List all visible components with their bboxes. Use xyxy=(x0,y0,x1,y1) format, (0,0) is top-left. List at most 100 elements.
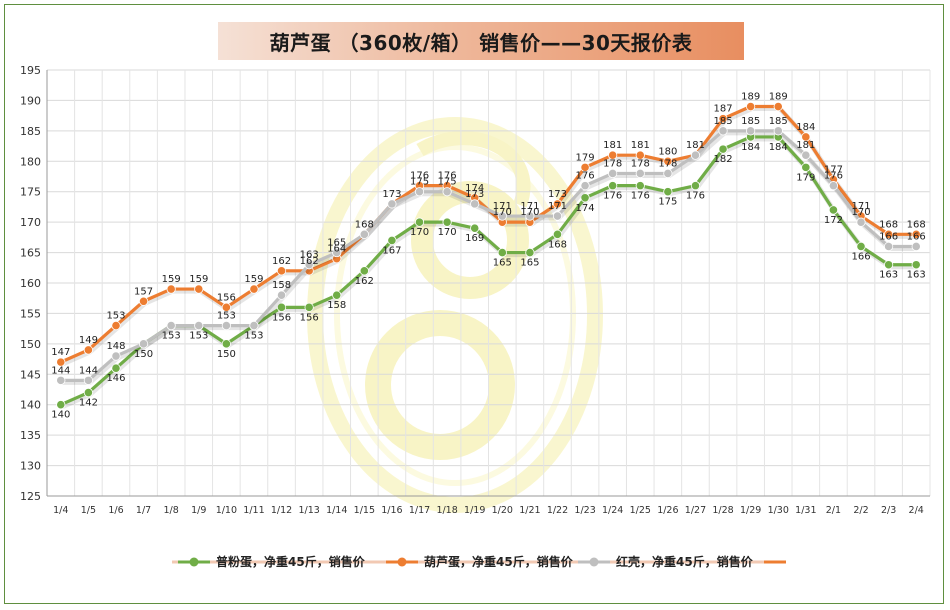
x-tick-label: 2/4 xyxy=(909,505,924,516)
data-label: 184 xyxy=(796,122,815,133)
data-label: 169 xyxy=(465,233,484,244)
y-tick-label: 185 xyxy=(20,125,41,138)
x-tick-label: 1/18 xyxy=(436,505,457,516)
data-label: 144 xyxy=(51,365,70,376)
data-label: 165 xyxy=(327,238,346,249)
chart-title: 葫芦蛋 （360枚/箱） 销售价——30天报价表 xyxy=(218,22,744,60)
data-label: 142 xyxy=(79,398,98,409)
y-tick-label: 180 xyxy=(20,155,41,168)
series-marker xyxy=(276,302,287,312)
legend-swatch-marker xyxy=(189,557,199,567)
series-marker xyxy=(911,241,921,252)
data-label: 157 xyxy=(134,286,153,297)
series-marker xyxy=(221,320,231,331)
series-marker xyxy=(690,150,701,160)
data-label: 162 xyxy=(300,256,319,267)
series-marker xyxy=(801,162,811,172)
series-marker xyxy=(387,199,397,209)
data-label: 174 xyxy=(465,183,484,194)
data-label: 159 xyxy=(189,274,208,285)
series-marker xyxy=(276,266,287,276)
data-label: 181 xyxy=(686,140,705,151)
y-tick-label: 170 xyxy=(20,216,41,229)
data-label: 150 xyxy=(217,349,236,360)
data-label: 166 xyxy=(907,231,926,242)
series-marker xyxy=(470,199,480,209)
data-label: 185 xyxy=(769,116,788,127)
data-label: 180 xyxy=(658,146,677,157)
data-label: 173 xyxy=(382,189,401,200)
data-label: 159 xyxy=(162,274,181,285)
y-tick-label: 165 xyxy=(20,247,41,260)
series-marker xyxy=(580,162,590,172)
series-marker xyxy=(304,302,314,312)
series-marker xyxy=(663,156,673,166)
series-marker xyxy=(746,101,756,112)
series-marker xyxy=(552,229,563,239)
series-marker xyxy=(276,290,287,300)
series-marker xyxy=(304,260,314,270)
series-marker xyxy=(580,181,590,191)
data-label: 170 xyxy=(438,227,457,238)
data-label: 147 xyxy=(51,347,70,358)
series-marker xyxy=(580,193,590,203)
data-label: 146 xyxy=(106,373,125,384)
y-tick-label: 125 xyxy=(20,490,41,503)
series-marker xyxy=(166,284,176,294)
series-marker xyxy=(635,181,645,191)
series-marker xyxy=(83,387,93,398)
data-label: 149 xyxy=(79,335,98,346)
data-label: 171 xyxy=(520,201,539,212)
data-label: 165 xyxy=(520,258,539,269)
data-label: 170 xyxy=(410,227,429,238)
y-tick-label: 175 xyxy=(20,186,41,199)
x-tick-label: 1/12 xyxy=(271,505,292,516)
x-tick-label: 1/25 xyxy=(630,505,651,516)
series-marker xyxy=(359,266,369,276)
series-marker xyxy=(911,260,921,270)
x-tick-label: 1/4 xyxy=(53,505,68,516)
data-label: 176 xyxy=(631,191,650,202)
series-marker xyxy=(801,150,811,160)
data-label: 172 xyxy=(824,215,843,226)
data-label: 185 xyxy=(741,116,760,127)
data-label: 187 xyxy=(714,104,733,115)
series-marker xyxy=(608,150,618,160)
data-label: 170 xyxy=(520,207,539,218)
data-label: 189 xyxy=(769,92,788,103)
data-label: 176 xyxy=(576,171,595,182)
series-marker xyxy=(718,114,728,124)
data-label: 168 xyxy=(879,219,898,230)
series-marker xyxy=(635,168,645,179)
legend: 普粉蛋，净重45斤，销售价 葫芦蛋，净重45斤，销售价 红壳，净重45斤，销售价 xyxy=(172,554,786,569)
series-marker xyxy=(387,235,397,245)
data-label: 184 xyxy=(741,142,760,153)
series-marker xyxy=(663,168,673,179)
data-label: 168 xyxy=(907,219,926,230)
x-tick-label: 1/24 xyxy=(602,505,623,516)
x-tick-label: 1/20 xyxy=(492,505,513,516)
series-marker xyxy=(138,296,149,306)
data-label: 166 xyxy=(879,231,898,242)
series-marker xyxy=(525,247,535,258)
data-label: 181 xyxy=(631,140,650,151)
series-marker xyxy=(111,363,121,373)
series-marker xyxy=(56,400,66,410)
series-marker xyxy=(332,247,342,258)
data-label: 181 xyxy=(603,140,622,151)
data-label: 174 xyxy=(576,203,595,214)
series-marker xyxy=(166,320,176,331)
series-marker xyxy=(414,217,425,227)
x-tick-label: 1/5 xyxy=(81,505,96,516)
data-label: 176 xyxy=(603,191,622,202)
series-marker xyxy=(884,260,894,270)
x-tick-label: 1/10 xyxy=(216,505,237,516)
series-marker xyxy=(221,302,231,312)
legend-label: 普粉蛋，净重45斤，销售价 xyxy=(216,554,366,569)
series-marker xyxy=(773,101,783,112)
x-tick-label: 1/9 xyxy=(191,505,206,516)
legend-swatch-marker xyxy=(589,557,599,567)
series-marker xyxy=(608,168,618,179)
data-label: 150 xyxy=(134,349,153,360)
